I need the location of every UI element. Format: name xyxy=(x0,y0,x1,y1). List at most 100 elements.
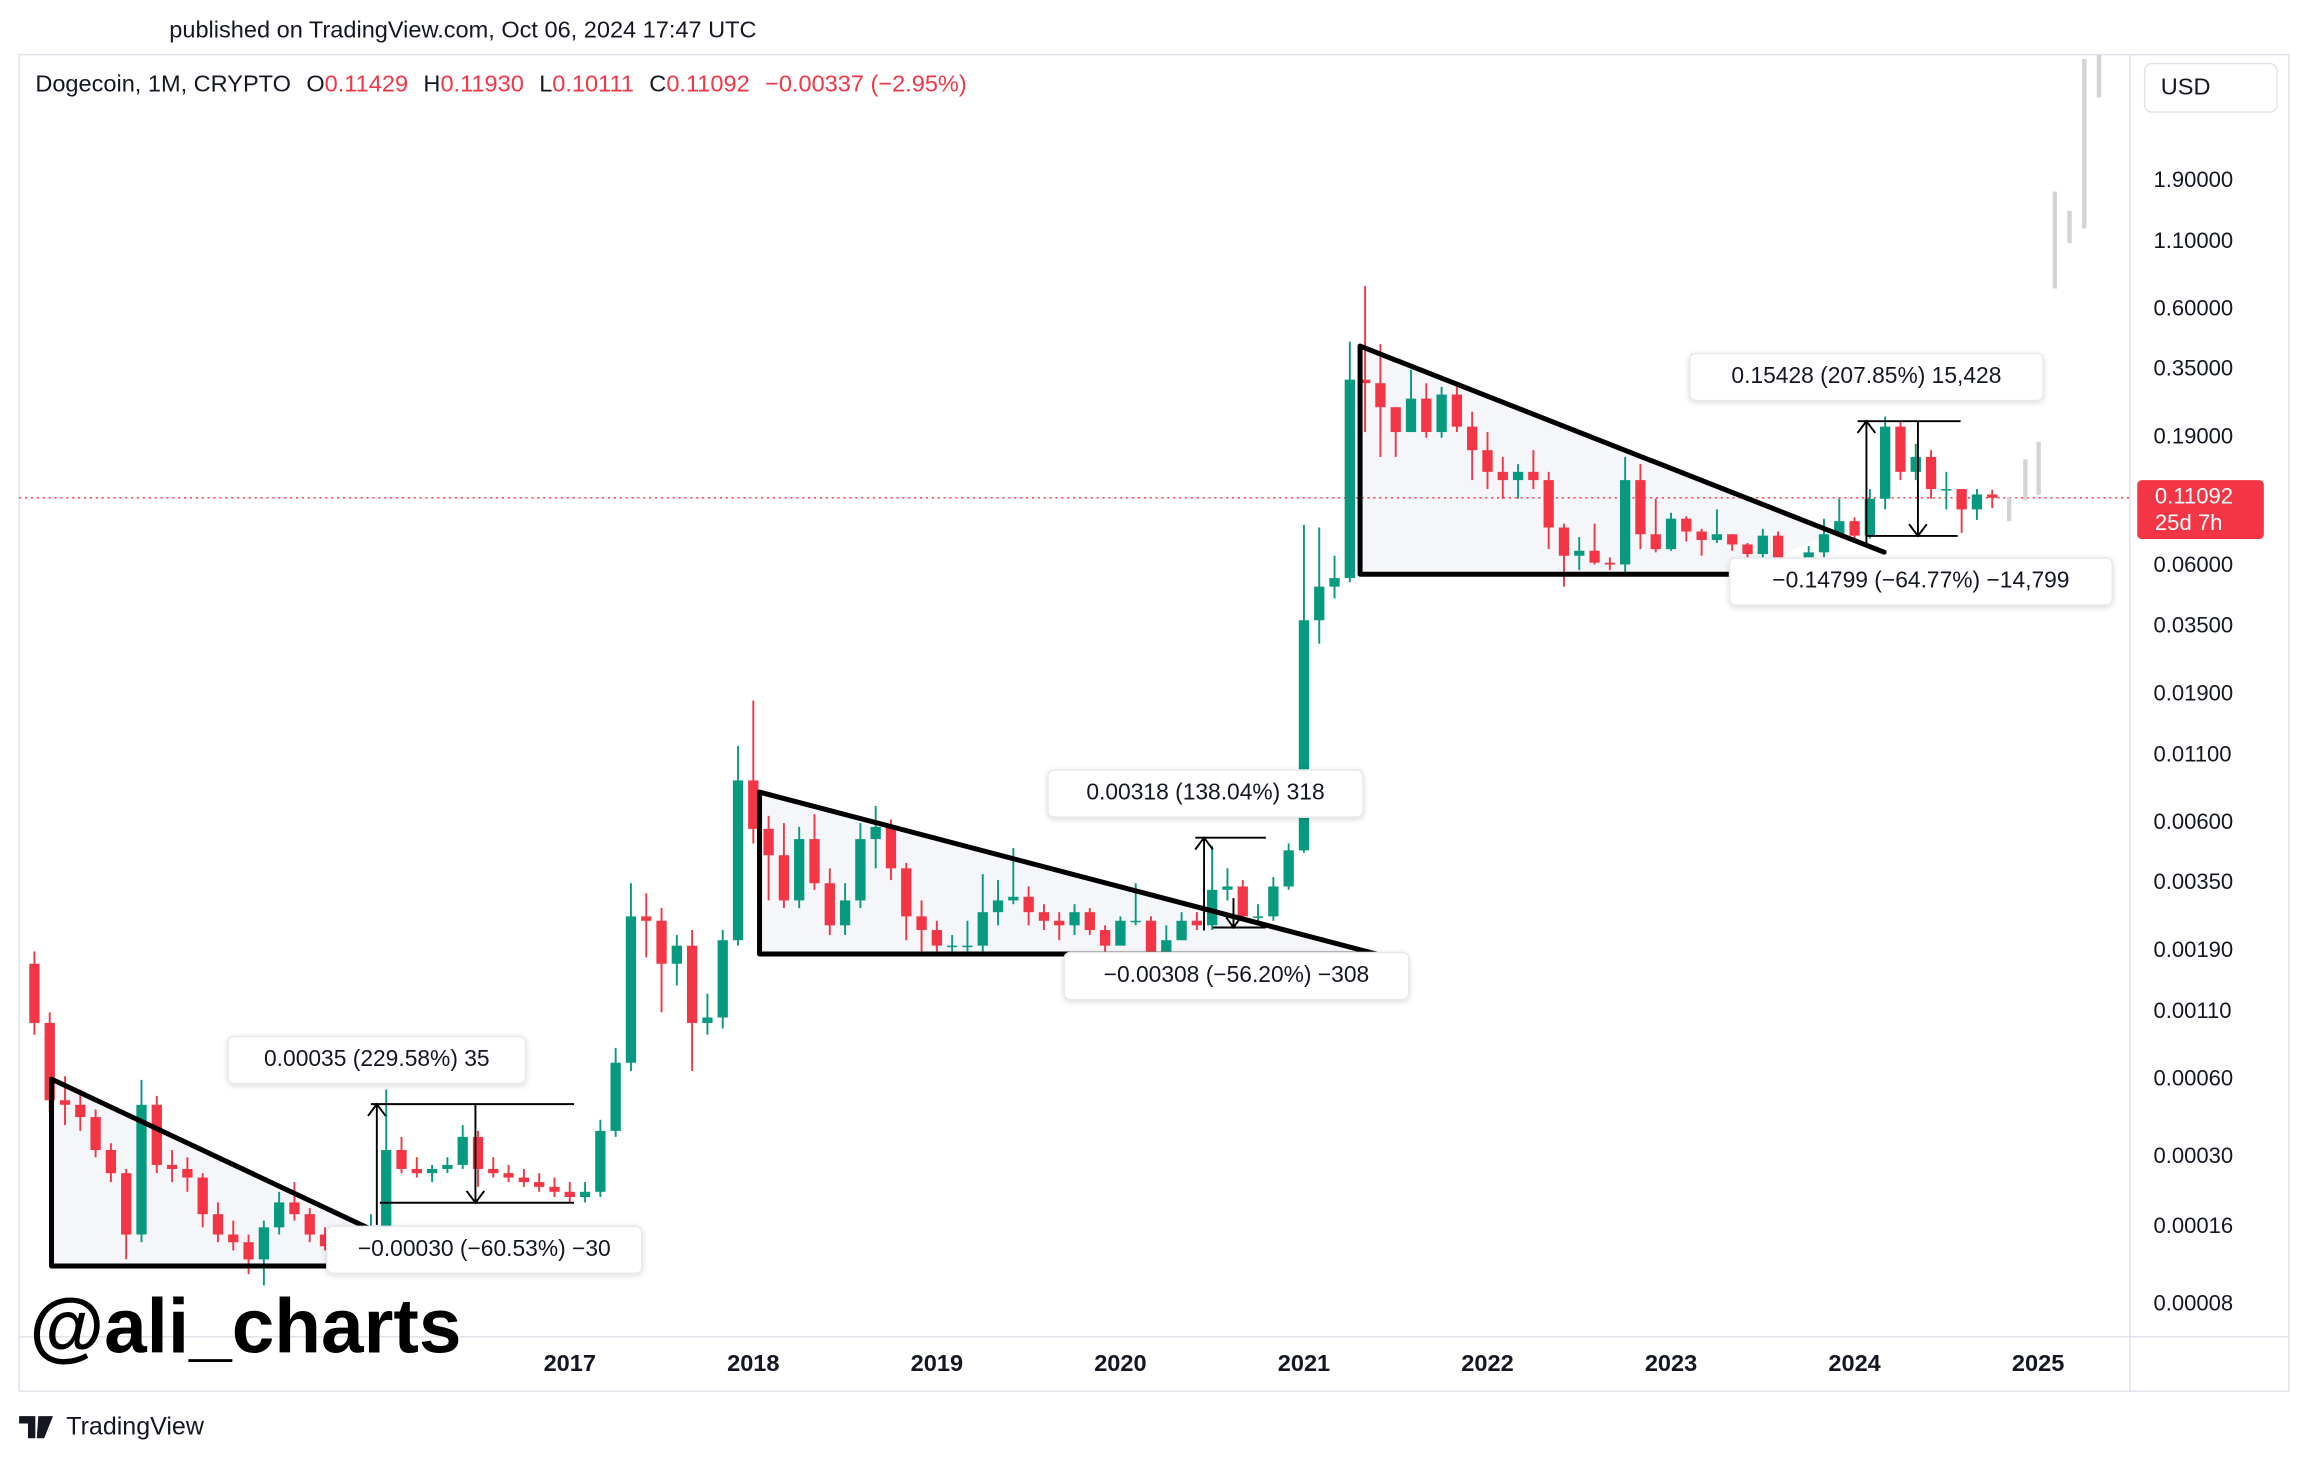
candle-body xyxy=(1207,889,1218,926)
candles xyxy=(29,286,1998,1286)
brand-logo xyxy=(19,1416,53,1439)
x-tick-label: 2023 xyxy=(1645,1350,1697,1376)
measure-labels: 0.00035 (229.58%) 35 −0.00030 (−60.53%) … xyxy=(227,352,2113,1275)
candle-body xyxy=(1008,896,1019,901)
y-tick-label: 0.00350 xyxy=(2153,869,2233,894)
candle-body xyxy=(1314,586,1325,621)
y-tick-label: 0.00030 xyxy=(2153,1143,2233,1168)
measure-box xyxy=(1063,951,1410,1001)
measure-lines xyxy=(367,419,1961,1225)
candle-body xyxy=(90,1117,101,1151)
candle-body xyxy=(258,1227,270,1260)
candle-body xyxy=(1880,426,1891,499)
candle-body xyxy=(1650,534,1661,550)
candle-body xyxy=(534,1182,545,1187)
candle-body xyxy=(564,1191,575,1197)
candle-body xyxy=(1558,527,1570,556)
y-tick-label: 0.19000 xyxy=(2153,424,2233,449)
triangle-lines xyxy=(1357,343,1887,577)
candle-body xyxy=(44,1022,55,1101)
candle-body xyxy=(426,1168,438,1174)
candle-body xyxy=(472,1136,484,1169)
candle-body xyxy=(1069,912,1080,926)
candle-body xyxy=(671,945,682,964)
candle-body xyxy=(686,945,698,1023)
candle-body xyxy=(75,1104,86,1118)
candle-body xyxy=(1145,920,1157,964)
candle-body xyxy=(1298,620,1310,851)
candle-body xyxy=(457,1136,468,1165)
candle-body xyxy=(947,945,958,948)
measure-box xyxy=(227,1035,527,1085)
triangle-fill xyxy=(1360,346,1833,575)
y-tick-label: 0.00060 xyxy=(2153,1066,2233,1091)
candle-body xyxy=(1054,920,1065,926)
candle-body xyxy=(1099,930,1111,946)
measure-box xyxy=(1689,352,2044,402)
candle-body xyxy=(1497,471,1508,481)
candle-body xyxy=(105,1150,117,1174)
y-tick-label: 0.00190 xyxy=(2153,937,2233,962)
candle-body xyxy=(855,839,866,901)
x-tick-label: 2025 xyxy=(2012,1350,2064,1376)
x-tick-label: 2022 xyxy=(1461,1350,1513,1376)
candle-body xyxy=(1803,552,1814,561)
x-tick-label: 2024 xyxy=(1828,1350,1880,1376)
candle-body xyxy=(488,1168,499,1174)
candle-body xyxy=(1987,494,1998,498)
candle-body xyxy=(1757,535,1768,555)
y-tick-label: 0.06000 xyxy=(2153,552,2233,577)
candle-body xyxy=(1635,480,1646,535)
last-price-box xyxy=(2137,480,2264,540)
candle-body xyxy=(1619,480,1631,565)
candle-body xyxy=(274,1202,285,1228)
candle-body xyxy=(1772,535,1784,560)
legend-symbol: Dogecoin, 1M, CRYPTO xyxy=(35,71,291,97)
y-tick-label: 0.00110 xyxy=(2153,998,2231,1023)
candle-body xyxy=(1604,562,1616,565)
legend-value: 0.11429 xyxy=(325,71,408,97)
candle-body xyxy=(289,1202,300,1215)
y-tick-label: 0.01100 xyxy=(2153,741,2231,766)
measure-box xyxy=(1047,769,1364,818)
candle-body xyxy=(717,940,728,1018)
candle-body xyxy=(1038,912,1050,921)
candle-body xyxy=(1436,394,1447,433)
projection xyxy=(2006,54,2102,522)
candle-body xyxy=(151,1104,162,1165)
candle-body xyxy=(1528,471,1539,481)
candle-body xyxy=(59,1100,71,1105)
candle-body xyxy=(1176,920,1187,941)
countdown-label: 25d 7h xyxy=(2155,510,2222,535)
candle-body xyxy=(319,1234,331,1247)
candle-body xyxy=(1711,534,1723,540)
candle-body xyxy=(1115,920,1126,946)
candle-body xyxy=(212,1214,224,1235)
legend-value: 0.11092 xyxy=(666,71,749,97)
candle-body xyxy=(1329,578,1340,587)
candle-body xyxy=(1742,544,1753,555)
candle-body xyxy=(1421,398,1432,433)
legend-key: H xyxy=(423,71,440,97)
currency-label[interactable]: USD xyxy=(2161,74,2211,100)
candle-body xyxy=(1359,379,1371,384)
candle-body xyxy=(182,1168,193,1178)
candle-body xyxy=(1925,456,1937,490)
candle-body xyxy=(1543,480,1554,528)
candle-body xyxy=(885,826,897,869)
x-tick-label: 2021 xyxy=(1278,1350,1330,1376)
candle-body xyxy=(1390,407,1401,433)
x-tick-label: 2020 xyxy=(1094,1350,1146,1376)
candle-body xyxy=(1849,521,1860,536)
legend-key: L xyxy=(539,71,552,97)
currency-button[interactable] xyxy=(2143,62,2278,113)
candle-body xyxy=(824,883,835,926)
measure xyxy=(367,1102,575,1225)
candle-body xyxy=(304,1214,315,1235)
y-tick-label: 0.35000 xyxy=(2153,355,2233,380)
measure-label: 0.15428 (207.85%) 15,428 xyxy=(1731,362,2001,388)
candle-body xyxy=(1237,886,1248,917)
candle-body xyxy=(1589,550,1600,563)
candle-body xyxy=(166,1164,178,1169)
